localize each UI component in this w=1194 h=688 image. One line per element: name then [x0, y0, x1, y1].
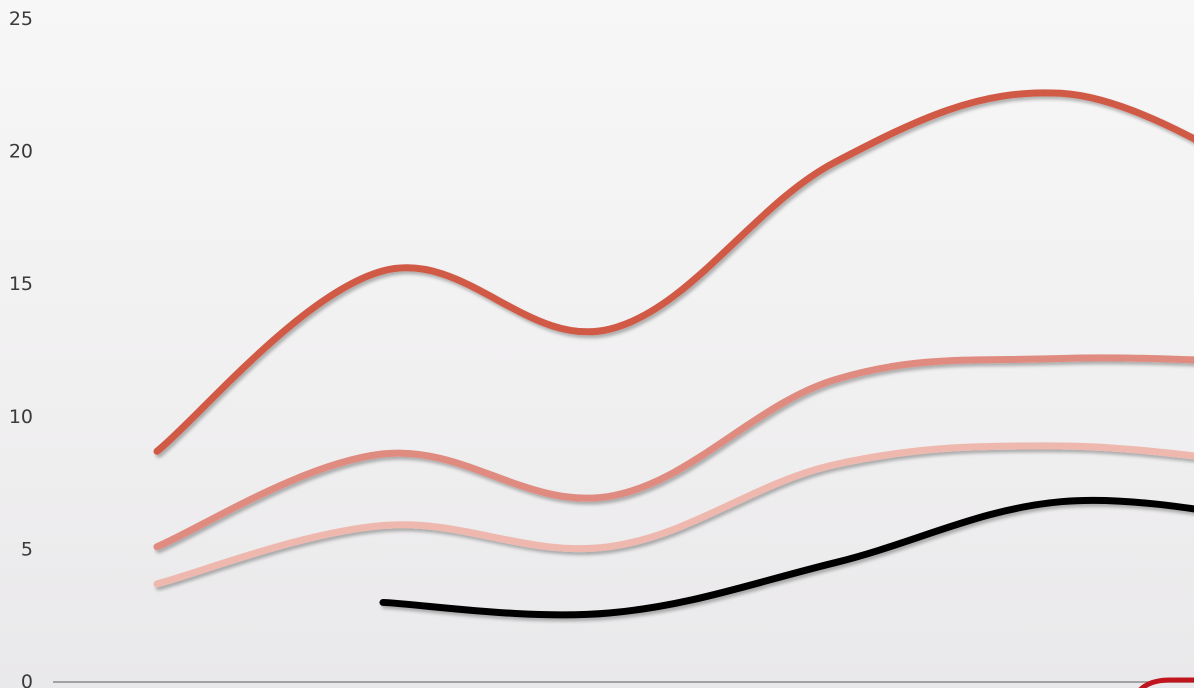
y-tick-label: 20	[9, 141, 33, 163]
series-line-2	[153, 354, 1194, 551]
y-tick-label: 25	[9, 8, 33, 30]
corner-marker-icon	[1138, 677, 1194, 688]
y-tick-label: 5	[21, 538, 33, 560]
series-line-3	[153, 442, 1194, 588]
y-axis: 0 5 10 15 20 25	[9, 8, 33, 688]
y-tick-label: 0	[21, 671, 33, 688]
y-tick-label: 15	[9, 273, 33, 295]
y-tick-label: 10	[9, 406, 33, 428]
series-line-1	[153, 89, 1194, 455]
series-line-4	[379, 496, 1194, 619]
series-group	[153, 89, 1194, 619]
